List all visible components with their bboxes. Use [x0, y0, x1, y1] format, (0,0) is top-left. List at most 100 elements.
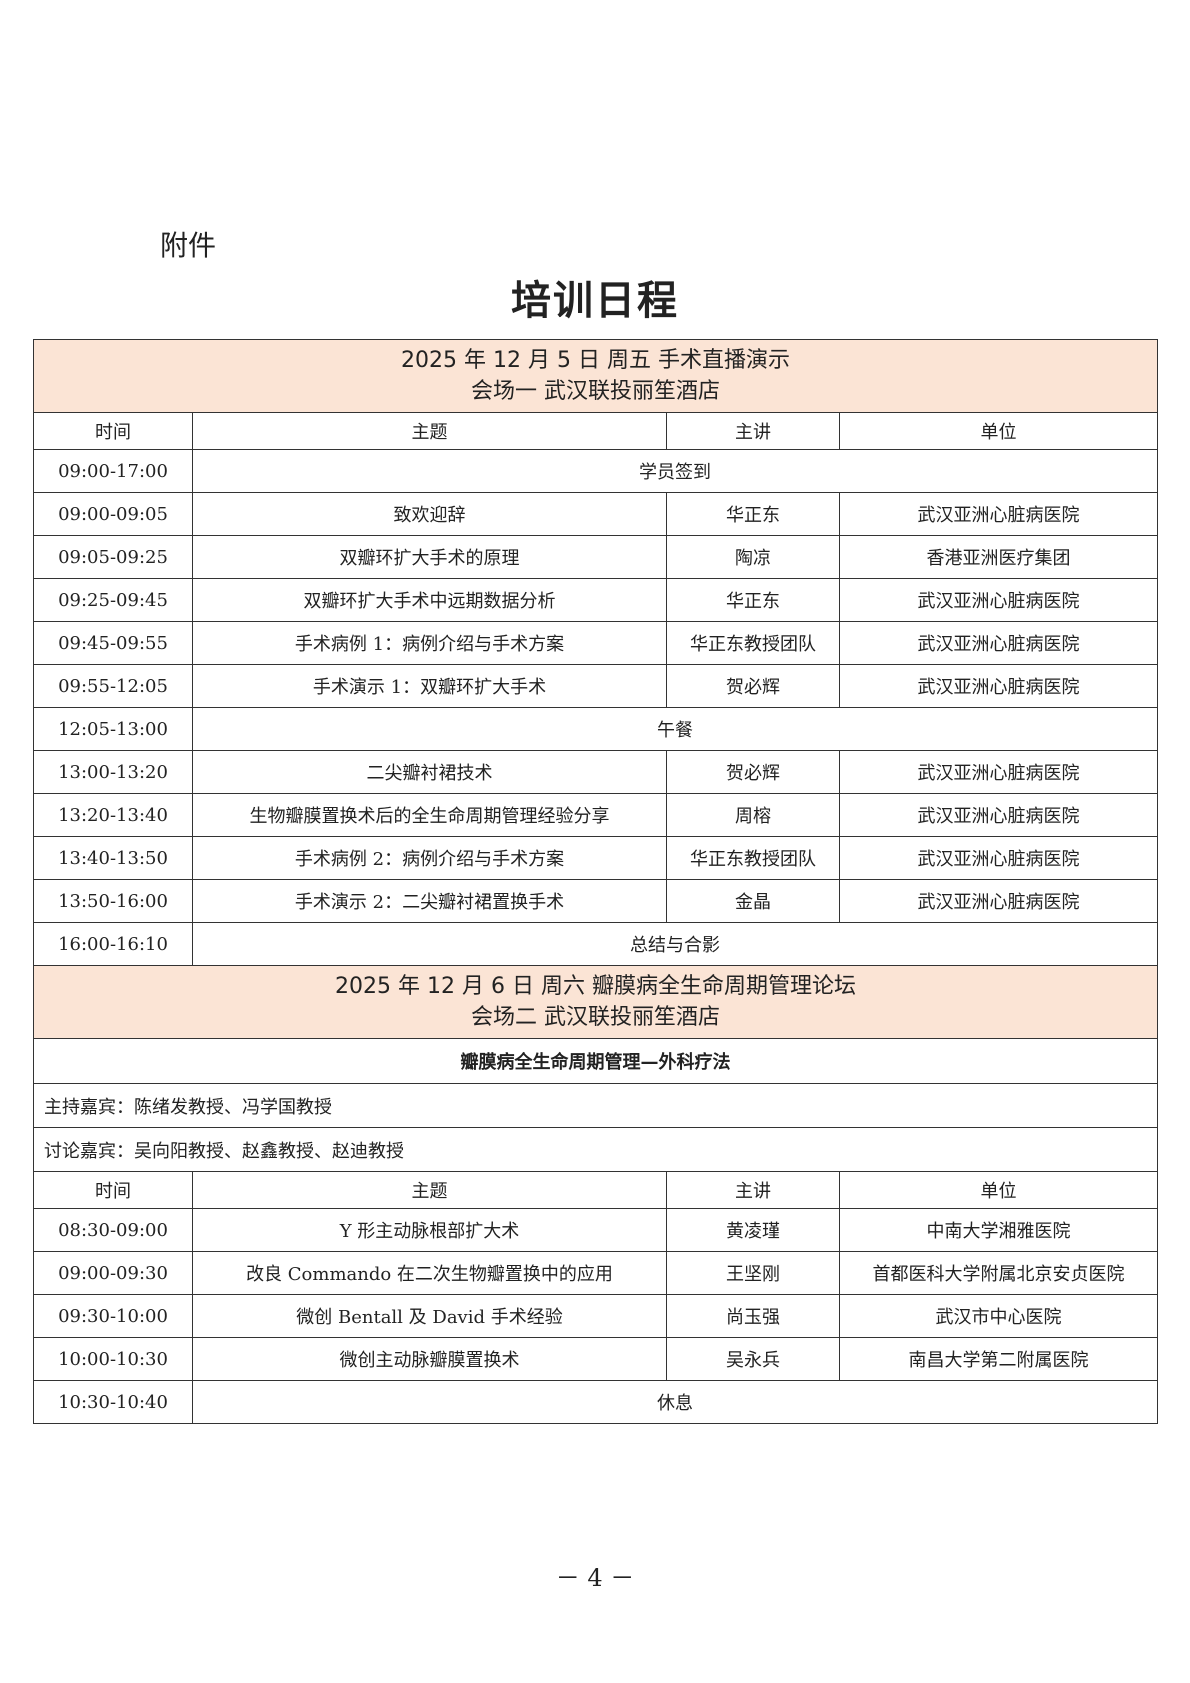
- unit-cell: 武汉亚洲心脏病医院: [839, 793, 1158, 837]
- topic-cell: 双瓣环扩大手术的原理: [192, 535, 667, 579]
- time-cell: 09:30-10:00: [33, 1294, 193, 1338]
- speaker-cell: 陶凉: [666, 535, 840, 579]
- time-cell: 13:50-16:00: [33, 879, 193, 923]
- day-header-venue: 会场二 武汉联投丽笙酒店: [471, 1005, 720, 1030]
- column-header-topic: 主题: [192, 412, 667, 450]
- time-cell: 16:00-16:10: [33, 922, 193, 966]
- time-cell: 13:00-13:20: [33, 750, 193, 794]
- unit-cell: 中南大学湘雅医院: [839, 1208, 1158, 1252]
- page-title: 培训日程: [511, 278, 679, 324]
- time-cell: 09:00-09:05: [33, 492, 193, 536]
- time-cell: 09:55-12:05: [33, 664, 193, 708]
- day-header-cell: 2025 年 12 月 5 日 周五 手术直播演示 会场一 武汉联投丽笙酒店: [33, 339, 1158, 413]
- unit-cell: 武汉亚洲心脏病医院: [839, 578, 1158, 622]
- unit-cell: 武汉亚洲心脏病医院: [839, 879, 1158, 923]
- unit-cell: 武汉亚洲心脏病医院: [839, 621, 1158, 665]
- column-header-time: 时间: [33, 1171, 193, 1209]
- hosts-row: 主持嘉宾：陈绪发教授、冯学国教授: [33, 1083, 1158, 1128]
- unit-cell: 武汉亚洲心脏病医院: [839, 750, 1158, 794]
- topic-cell: 双瓣环扩大手术中远期数据分析: [192, 578, 667, 622]
- unit-cell: 武汉市中心医院: [839, 1294, 1158, 1338]
- time-cell: 09:25-09:45: [33, 578, 193, 622]
- table-row: 13:00-13:20 二尖瓣衬裙技术 贺必辉 武汉亚洲心脏病医院: [33, 750, 1158, 794]
- table-row: 12:05-13:00 午餐: [33, 707, 1158, 751]
- table-row: 09:55-12:05 手术演示 1：双瓣环扩大手术 贺必辉 武汉亚洲心脏病医院: [33, 664, 1158, 708]
- topic-cell: 手术病例 2：病例介绍与手术方案: [192, 836, 667, 880]
- speaker-cell: 华正东: [666, 492, 840, 536]
- table-row: 09:05-09:25 双瓣环扩大手术的原理 陶凉 香港亚洲医疗集团: [33, 535, 1158, 579]
- time-cell: 09:00-09:30: [33, 1251, 193, 1295]
- session-title: 瓣膜病全生命周期管理—外科疗法: [33, 1038, 1158, 1084]
- column-header-topic: 主题: [192, 1171, 667, 1209]
- time-cell: 09:45-09:55: [33, 621, 193, 665]
- schedule-table: 2025 年 12 月 5 日 周五 手术直播演示 会场一 武汉联投丽笙酒店 时间主…: [33, 339, 1158, 1424]
- unit-cell: 香港亚洲医疗集团: [839, 535, 1158, 579]
- table-row: 13:50-16:00 手术演示 2：二尖瓣衬裙置换手术 金晶 武汉亚洲心脏病医院: [33, 879, 1158, 923]
- topic-cell: 二尖瓣衬裙技术: [192, 750, 667, 794]
- discussants-text: 讨论嘉宾：吴向阳教授、赵鑫教授、赵迪教授: [33, 1127, 1158, 1172]
- topic-cell: 手术演示 1：双瓣环扩大手术: [192, 664, 667, 708]
- table-row: 09:30-10:00 微创 Bentall 及 David 手术经验 尚玉强 武汉市…: [33, 1294, 1158, 1338]
- day-header: 2025 年 12 月 5 日 周五 手术直播演示 会场一 武汉联投丽笙酒店: [33, 339, 1158, 413]
- table-row: 13:20-13:40 生物瓣膜置换术后的全生命周期管理经验分享 周榕 武汉亚洲心脏病…: [33, 793, 1158, 837]
- unit-cell: 武汉亚洲心脏病医院: [839, 664, 1158, 708]
- time-cell: 13:20-13:40: [33, 793, 193, 837]
- hosts-text: 主持嘉宾：陈绪发教授、冯学国教授: [33, 1083, 1158, 1128]
- speaker-cell: 贺必辉: [666, 664, 840, 708]
- table-row: 09:45-09:55 手术病例 1：病例介绍与手术方案 华正东教授团队 武汉亚洲心脏…: [33, 621, 1158, 665]
- table-row: 16:00-16:10 总结与合影: [33, 922, 1158, 966]
- topic-cell: 致欢迎辞: [192, 492, 667, 536]
- topic-cell: Y 形主动脉根部扩大术: [192, 1208, 667, 1252]
- time-cell: 08:30-09:00: [33, 1208, 193, 1252]
- time-cell: 09:00-17:00: [33, 449, 193, 493]
- column-header-row: 时间 主题 主讲 单位: [33, 1171, 1158, 1209]
- time-cell: 10:30-10:40: [33, 1380, 193, 1424]
- time-cell: 09:05-09:25: [33, 535, 193, 579]
- speaker-cell: 黄凌瑾: [666, 1208, 840, 1252]
- unit-cell: 南昌大学第二附属医院: [839, 1337, 1158, 1381]
- attachment-label: 附件: [160, 229, 217, 262]
- speaker-cell: 华正东教授团队: [666, 621, 840, 665]
- speaker-cell: 金晶: [666, 879, 840, 923]
- day-header-date: 2025 年 12 月 6 日 周六 瓣膜病全生命周期管理论坛: [335, 974, 856, 999]
- table-row: 09:00-09:05 致欢迎辞 华正东 武汉亚洲心脏病医院: [33, 492, 1158, 536]
- speaker-cell: 华正东: [666, 578, 840, 622]
- session-row: 瓣膜病全生命周期管理—外科疗法: [33, 1038, 1158, 1084]
- span-cell: 总结与合影: [192, 922, 1158, 966]
- speaker-cell: 王坚刚: [666, 1251, 840, 1295]
- span-cell: 学员签到: [192, 449, 1158, 493]
- speaker-cell: 周榕: [666, 793, 840, 837]
- table-row: 13:40-13:50 手术病例 2：病例介绍与手术方案 华正东教授团队 武汉亚洲心脏…: [33, 836, 1158, 880]
- column-header-speaker: 主讲: [666, 412, 840, 450]
- topic-cell: 生物瓣膜置换术后的全生命周期管理经验分享: [192, 793, 667, 837]
- topic-cell: 微创 Bentall 及 David 手术经验: [192, 1294, 667, 1338]
- unit-cell: 武汉亚洲心脏病医院: [839, 492, 1158, 536]
- column-header-time: 时间: [33, 412, 193, 450]
- table-row: 10:30-10:40 休息: [33, 1380, 1158, 1424]
- column-header-unit: 单位: [839, 412, 1158, 450]
- topic-cell: 改良 Commando 在二次生物瓣置换中的应用: [192, 1251, 667, 1295]
- discussants-row: 讨论嘉宾：吴向阳教授、赵鑫教授、赵迪教授: [33, 1127, 1158, 1172]
- day-header: 2025 年 12 月 6 日 周六 瓣膜病全生命周期管理论坛 会场二 武汉联投丽…: [33, 965, 1158, 1039]
- speaker-cell: 吴永兵: [666, 1337, 840, 1381]
- table-row: 09:00-09:30 改良 Commando 在二次生物瓣置换中的应用 王坚刚 首都…: [33, 1251, 1158, 1295]
- time-cell: 12:05-13:00: [33, 707, 193, 751]
- page-number: － 4 －: [555, 1564, 635, 1592]
- time-cell: 10:00-10:30: [33, 1337, 193, 1381]
- table-row: 10:00-10:30 微创主动脉瓣膜置换术 吴永兵 南昌大学第二附属医院: [33, 1337, 1158, 1381]
- column-header-row: 时间 主题 主讲 单位: [33, 412, 1158, 450]
- table-row: 09:00-17:00 学员签到: [33, 449, 1158, 493]
- span-cell: 休息: [192, 1380, 1158, 1424]
- speaker-cell: 华正东教授团队: [666, 836, 840, 880]
- speaker-cell: 尚玉强: [666, 1294, 840, 1338]
- topic-cell: 手术病例 1：病例介绍与手术方案: [192, 621, 667, 665]
- unit-cell: 武汉亚洲心脏病医院: [839, 836, 1158, 880]
- unit-cell: 首都医科大学附属北京安贞医院: [839, 1251, 1158, 1295]
- topic-cell: 微创主动脉瓣膜置换术: [192, 1337, 667, 1381]
- table-row: 09:25-09:45 双瓣环扩大手术中远期数据分析 华正东 武汉亚洲心脏病医院: [33, 578, 1158, 622]
- topic-cell: 手术演示 2：二尖瓣衬裙置换手术: [192, 879, 667, 923]
- column-header-unit: 单位: [839, 1171, 1158, 1209]
- speaker-cell: 贺必辉: [666, 750, 840, 794]
- day-header-venue: 会场一 武汉联投丽笙酒店: [471, 379, 720, 404]
- span-cell: 午餐: [192, 707, 1158, 751]
